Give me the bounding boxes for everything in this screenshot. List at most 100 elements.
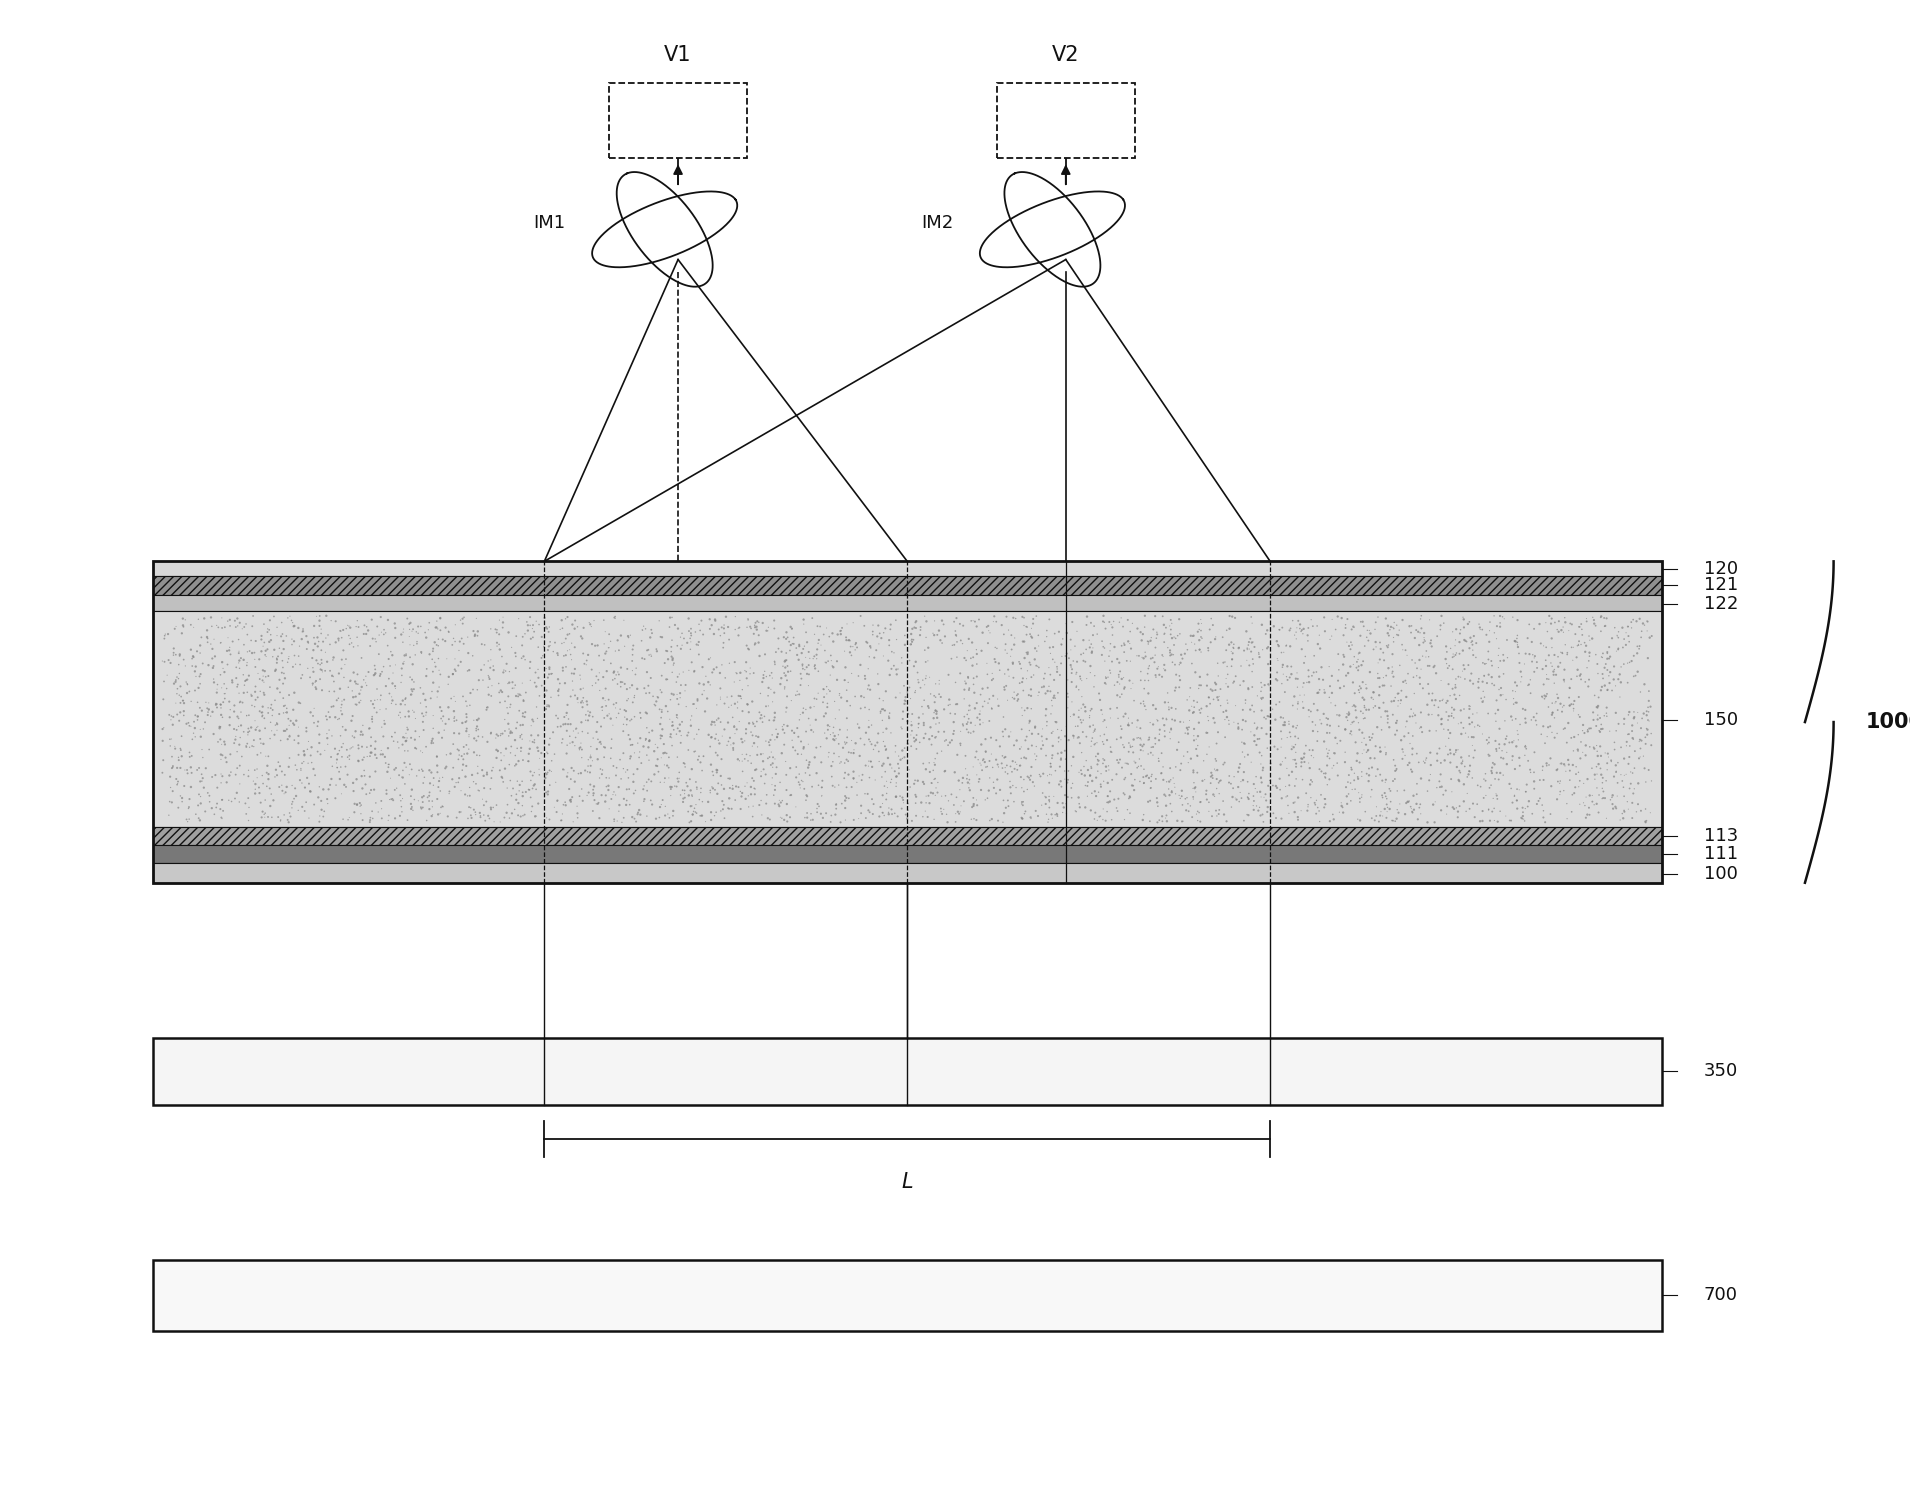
Point xyxy=(663,634,693,658)
Point xyxy=(1138,617,1169,641)
Point xyxy=(392,729,422,753)
Point xyxy=(1142,620,1173,644)
Point xyxy=(892,806,923,830)
Point xyxy=(1135,776,1165,800)
Point xyxy=(1007,735,1037,759)
Point xyxy=(472,697,502,721)
Point xyxy=(871,717,902,741)
Point xyxy=(149,687,180,711)
Point xyxy=(1035,679,1066,703)
Point xyxy=(1620,739,1650,764)
Point xyxy=(848,685,879,709)
Point xyxy=(1394,705,1425,729)
Point xyxy=(760,705,791,729)
Point xyxy=(1402,741,1432,765)
Point xyxy=(657,661,688,685)
Point xyxy=(1377,703,1408,727)
Point xyxy=(451,765,481,789)
Point xyxy=(1201,777,1232,801)
Point xyxy=(426,662,456,687)
Point xyxy=(244,776,275,800)
Point xyxy=(504,682,535,706)
Point xyxy=(1366,803,1396,827)
Point xyxy=(1549,620,1580,644)
Point xyxy=(1589,607,1620,631)
Point xyxy=(940,801,970,825)
Point xyxy=(1444,794,1475,818)
Point xyxy=(1415,628,1446,652)
Point xyxy=(1499,691,1530,715)
Point xyxy=(176,714,206,738)
Point xyxy=(1287,768,1318,792)
Point xyxy=(1501,629,1532,653)
Point xyxy=(1022,804,1052,828)
Point xyxy=(1444,684,1475,708)
Point xyxy=(567,745,598,770)
Point xyxy=(1028,717,1058,741)
Point xyxy=(323,626,353,650)
Point xyxy=(302,714,332,738)
Point xyxy=(1268,640,1299,664)
Point xyxy=(514,777,544,801)
Point xyxy=(229,791,260,815)
Point xyxy=(760,747,791,771)
Point xyxy=(1203,798,1234,822)
Point xyxy=(733,700,764,724)
Point xyxy=(613,625,644,649)
Point xyxy=(720,650,751,675)
Point xyxy=(378,672,409,696)
Point xyxy=(1148,643,1178,667)
Point xyxy=(800,656,831,681)
Point xyxy=(1245,785,1276,809)
Point xyxy=(386,664,416,688)
Point xyxy=(416,789,447,813)
Point xyxy=(873,776,903,800)
Point xyxy=(1178,700,1209,724)
Point xyxy=(1465,687,1496,711)
Point xyxy=(953,665,984,690)
Point xyxy=(1555,611,1585,635)
Point xyxy=(1631,723,1662,747)
Point xyxy=(1052,771,1083,795)
Point xyxy=(1528,758,1559,782)
Point xyxy=(854,715,884,739)
Point xyxy=(187,762,218,786)
Point xyxy=(733,637,764,661)
Point xyxy=(1455,661,1486,685)
Point xyxy=(1140,732,1171,756)
Point xyxy=(478,658,508,682)
Point xyxy=(233,623,264,647)
Point xyxy=(772,668,802,693)
Point xyxy=(1392,643,1423,667)
Point xyxy=(978,770,1008,794)
Point xyxy=(1431,700,1461,724)
Point xyxy=(875,702,905,726)
Point xyxy=(668,786,699,810)
Point xyxy=(921,747,951,771)
Point xyxy=(1228,697,1259,721)
Point xyxy=(223,650,254,675)
Text: P2: P2 xyxy=(336,1062,361,1080)
Point xyxy=(1135,711,1165,735)
Point xyxy=(793,640,823,664)
Point xyxy=(1282,697,1312,721)
Point xyxy=(1284,726,1314,750)
Point xyxy=(1295,773,1326,797)
Point xyxy=(1201,685,1232,709)
Point xyxy=(283,798,313,822)
Point xyxy=(1020,747,1050,771)
Point xyxy=(663,706,693,730)
Point xyxy=(1341,699,1371,723)
Point xyxy=(1093,771,1123,795)
Point xyxy=(535,655,565,679)
Point xyxy=(250,644,281,668)
Point xyxy=(720,721,751,745)
Point xyxy=(327,735,357,759)
Point xyxy=(772,696,802,720)
Point xyxy=(1270,745,1301,770)
Point xyxy=(1014,622,1045,646)
Point xyxy=(718,736,749,761)
Point xyxy=(934,789,965,813)
Point xyxy=(1375,614,1406,638)
Point xyxy=(1159,771,1190,795)
